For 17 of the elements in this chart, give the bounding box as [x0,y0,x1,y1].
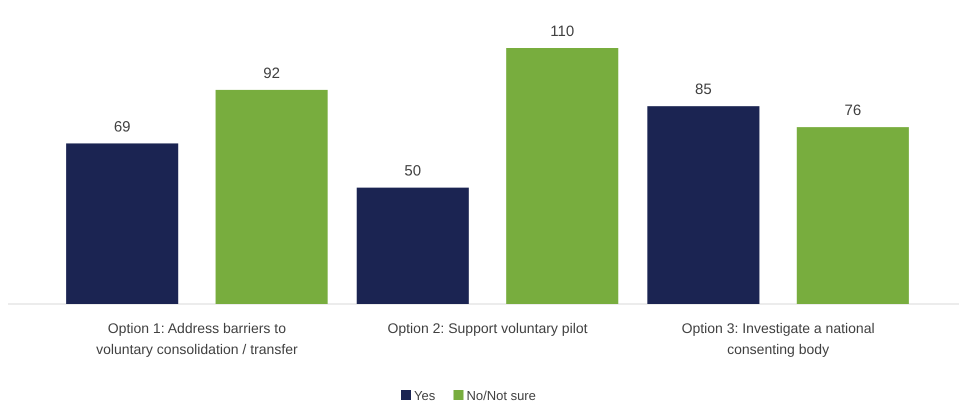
bar [506,48,618,304]
data-label: 76 [844,102,862,120]
data-label: 85 [695,81,712,98]
x-tick-label: Option 3: Investigate a national consenting body [682,320,875,357]
bar [356,188,469,304]
legend-label: Yes [414,388,436,403]
x-tick-label: Option 1: Address barriers to voluntary consolidation / transfer [96,320,298,357]
data-label: 50 [404,162,422,180]
x-tick-label: Option 2: Support voluntary pilot [387,320,588,336]
legend-label: No/Not sure [466,388,536,403]
bar [796,127,909,304]
data-label: 110 [550,23,574,40]
bar [647,106,760,304]
data-label: 92 [263,64,280,82]
data-label: 69 [114,118,131,136]
bar [216,90,328,304]
bar [66,143,178,304]
